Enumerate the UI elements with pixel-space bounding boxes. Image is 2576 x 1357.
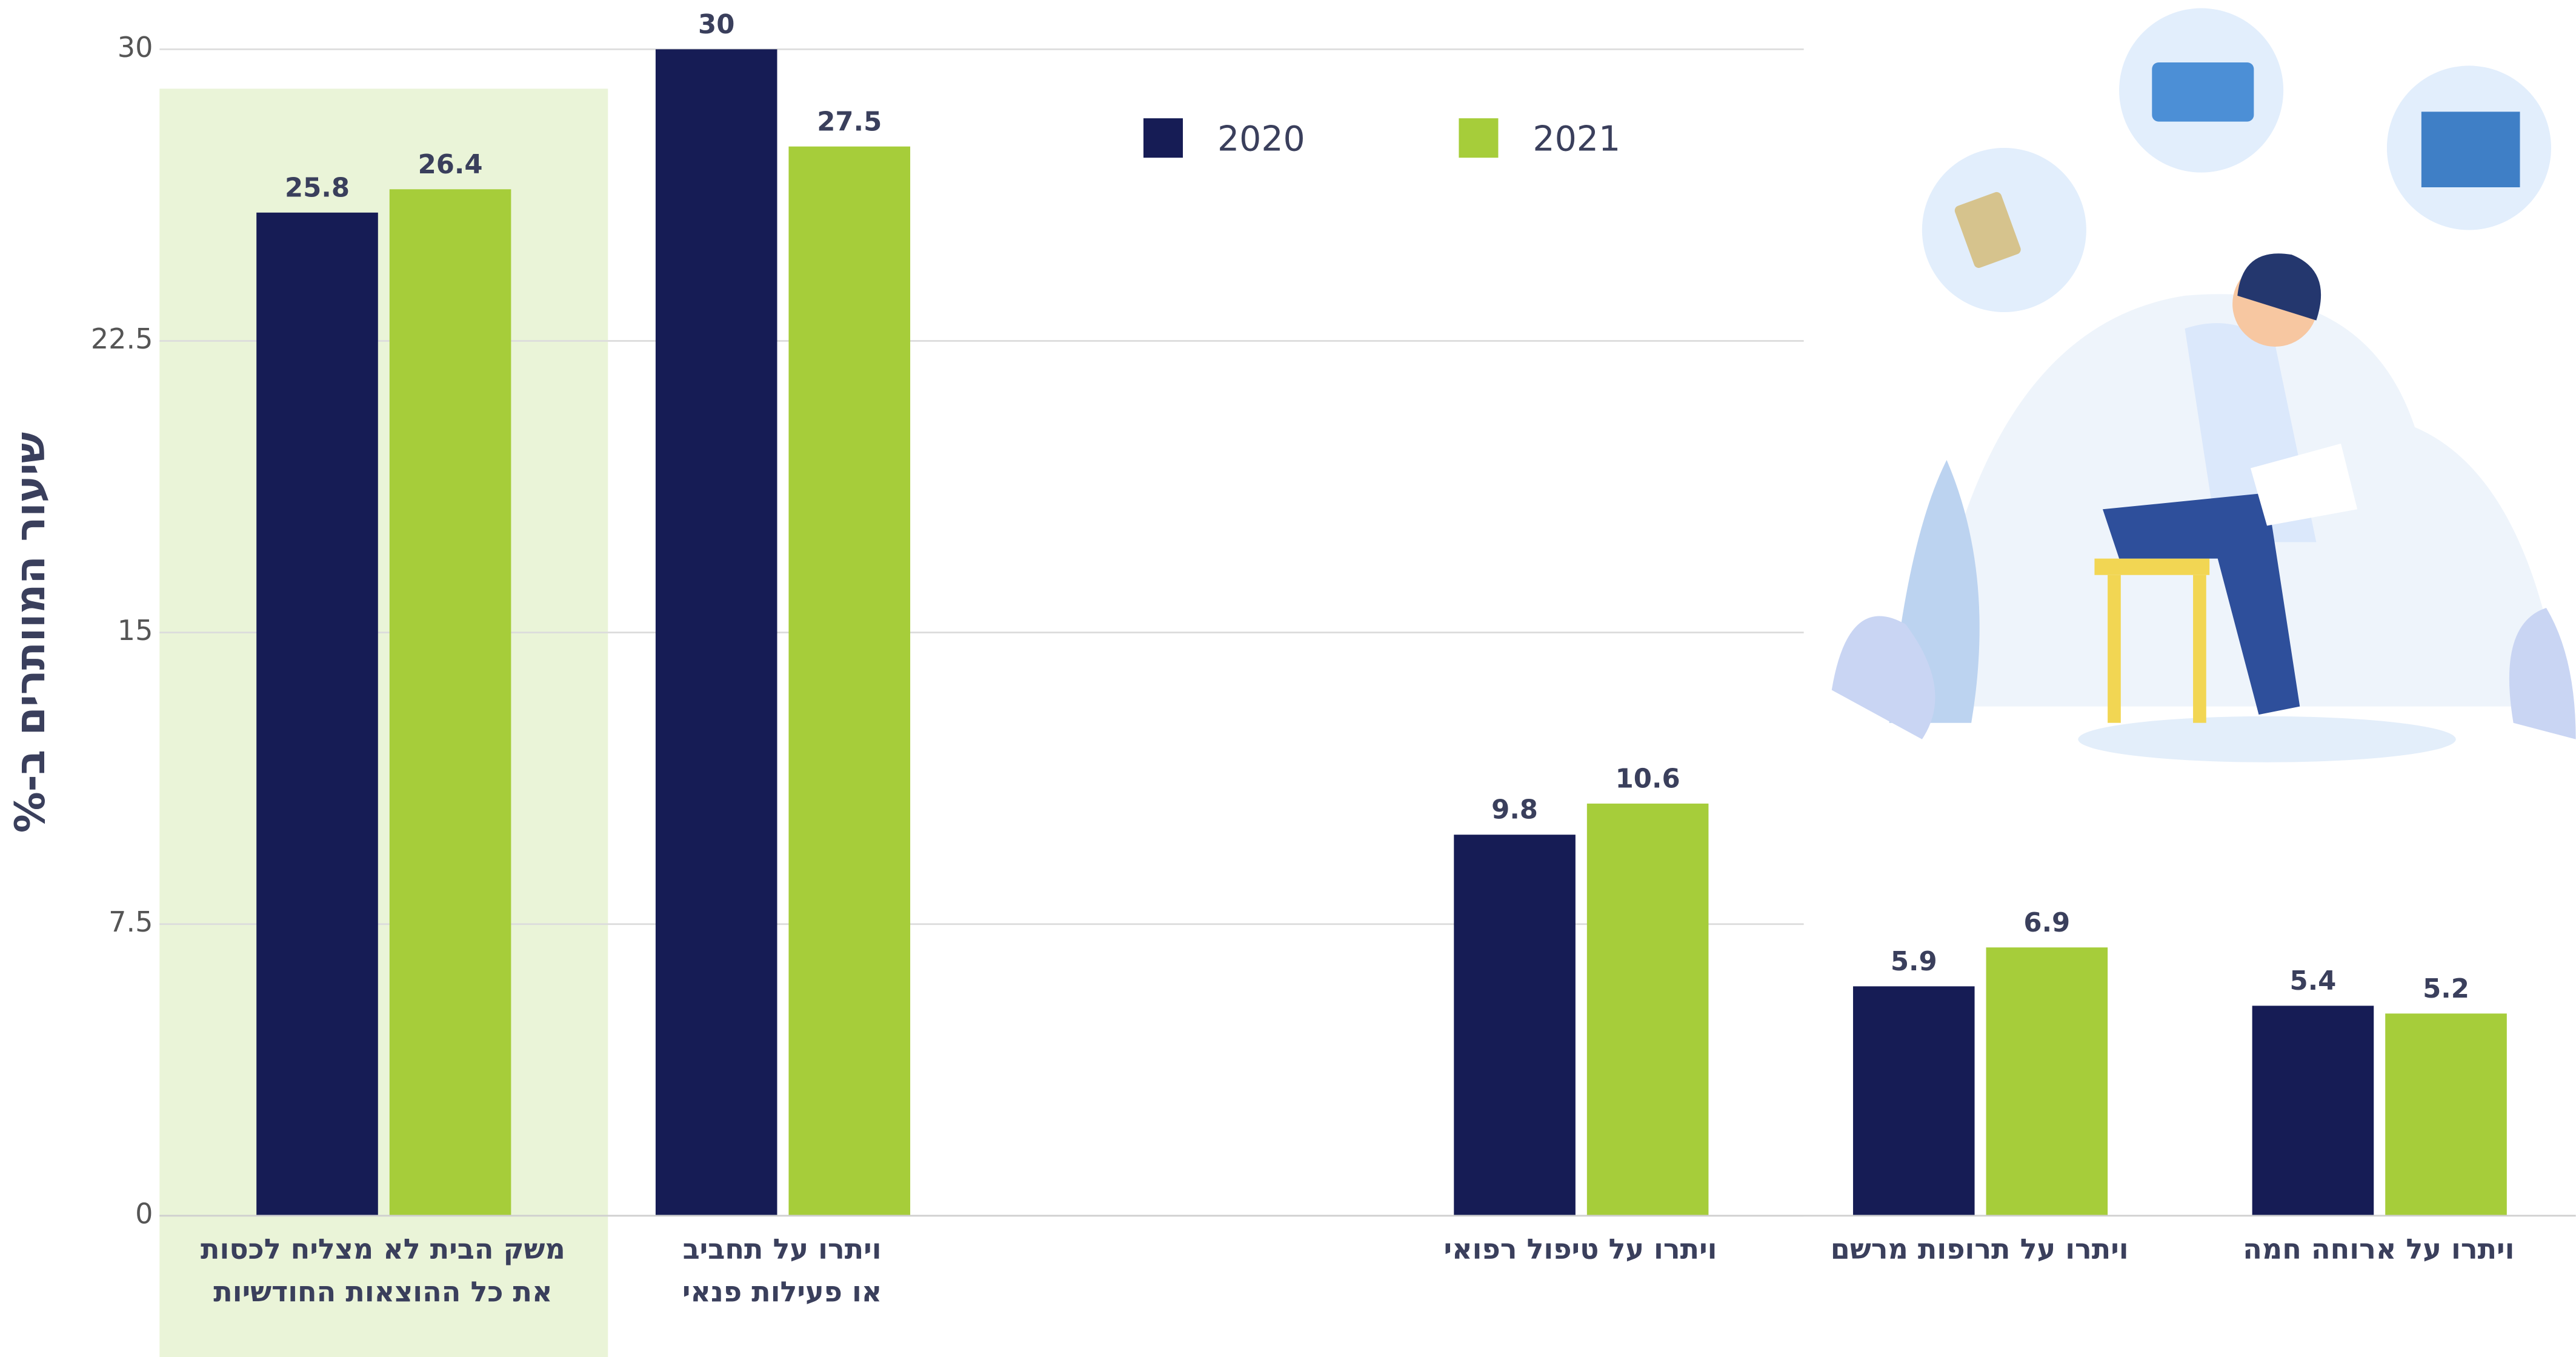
x-tick-label: משק הבית לא מצליח לכסות את כל ההוצאות הח… (201, 1233, 565, 1310)
value-label: 5.4 (2290, 966, 2337, 996)
x-tick-label: ויתרו על טיפול רפואי (1443, 1233, 1717, 1267)
y-tick-label: 22.5 (91, 322, 153, 355)
x-tick-label: ויתרו על תרופות מרשם (1830, 1233, 2129, 1267)
legend-label: 2021 (1533, 119, 1620, 159)
bar (1454, 835, 1576, 1216)
highlight (159, 88, 608, 1357)
value-label: 27.5 (817, 107, 882, 137)
value-label: 10.6 (1616, 764, 1680, 794)
x-tick-label: ויתרו על ארוחה חמה (2243, 1233, 2515, 1267)
x-tick-label-box: ויתרו על תחביב או פעילות פנאי (682, 1233, 882, 1310)
bar (788, 146, 911, 1216)
bar (389, 189, 511, 1216)
bar (2385, 1013, 2507, 1216)
value-label: 5.9 (1891, 947, 1937, 977)
y-tick-label: 7.5 (108, 905, 153, 938)
bar (655, 49, 777, 1216)
value-label: 30 (698, 10, 734, 40)
y-tick-label: 0 (135, 1197, 153, 1230)
x-tick-label: ויתרו על תחביב או פעילות פנאי (682, 1233, 882, 1310)
bar (256, 212, 378, 1216)
legend-label: 2020 (1217, 119, 1305, 159)
y-tick-label: 30 (118, 31, 153, 64)
x-tick-label-box: ויתרו על ארוחה חמה (2243, 1233, 2515, 1267)
x-tick-label-box: ויתרו על טיפול רפואי (1443, 1233, 1717, 1267)
value-label: 25.8 (285, 173, 350, 203)
legend-swatch (1143, 118, 1183, 158)
value-label: 9.8 (1491, 795, 1538, 825)
value-label: 5.2 (2423, 974, 2469, 1004)
x-tick-label-box: משק הבית לא מצליח לכסות את כל ההוצאות הח… (201, 1233, 565, 1310)
bar (1852, 986, 1975, 1216)
bar (1986, 947, 2108, 1216)
bar (1586, 803, 1709, 1216)
y-tick-label: 15 (118, 614, 153, 647)
legend-swatch (1459, 118, 1499, 158)
y-axis-title: שיעור המוותרים ב-% (6, 432, 54, 833)
bar (2252, 1005, 2374, 1216)
x-tick-label-box: ויתרו על תרופות מרשם (1830, 1233, 2129, 1267)
value-label: 26.4 (418, 150, 483, 180)
illustration (1831, 8, 2576, 762)
value-label: 6.9 (2023, 908, 2070, 938)
